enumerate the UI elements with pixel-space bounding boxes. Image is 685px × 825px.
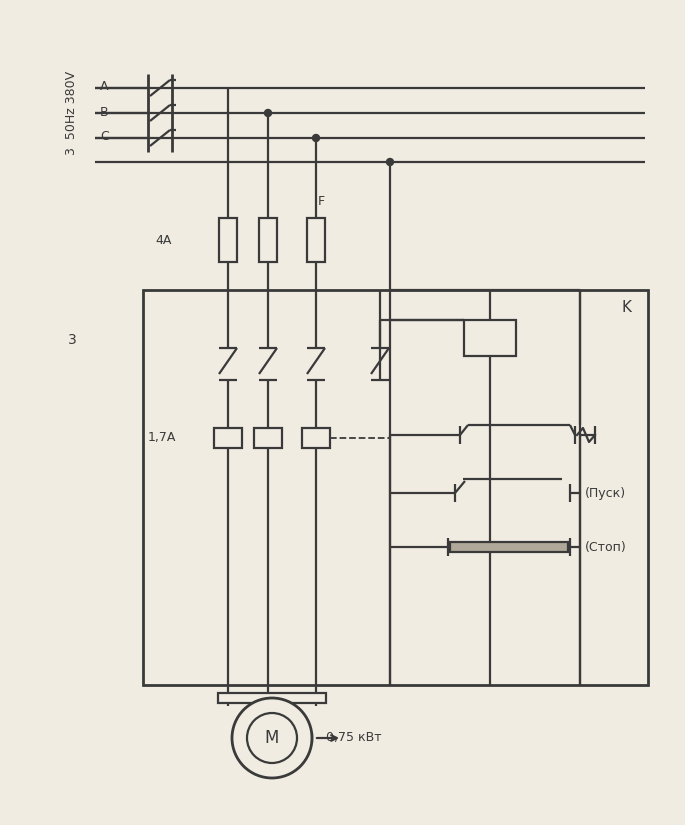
Text: K: K [622, 300, 632, 315]
Text: M: M [265, 729, 279, 747]
Bar [259, 218, 277, 262]
Bar [302, 428, 330, 448]
Text: 3  50Hz 380V: 3 50Hz 380V [66, 71, 79, 155]
Bar [214, 428, 242, 448]
Circle shape [247, 713, 297, 763]
Text: 3: 3 [68, 333, 76, 347]
Text: A: A [100, 81, 108, 93]
Circle shape [312, 134, 319, 142]
Bar [219, 218, 237, 262]
Circle shape [386, 158, 393, 166]
Circle shape [232, 698, 312, 778]
Bar [254, 428, 282, 448]
Bar [464, 320, 516, 356]
Text: B: B [100, 106, 109, 119]
Circle shape [264, 110, 271, 116]
Text: (Стоп): (Стоп) [585, 540, 627, 554]
Bar [143, 290, 648, 685]
Text: 1,7A: 1,7A [148, 431, 176, 445]
Text: (Пуск): (Пуск) [585, 487, 626, 499]
Text: F: F [318, 195, 325, 208]
Bar [218, 693, 326, 703]
Text: C: C [100, 130, 109, 144]
Bar [307, 218, 325, 262]
Bar [450, 542, 568, 552]
Text: 0,75 кВт: 0,75 кВт [326, 732, 382, 744]
Text: 4A: 4A [155, 233, 171, 247]
